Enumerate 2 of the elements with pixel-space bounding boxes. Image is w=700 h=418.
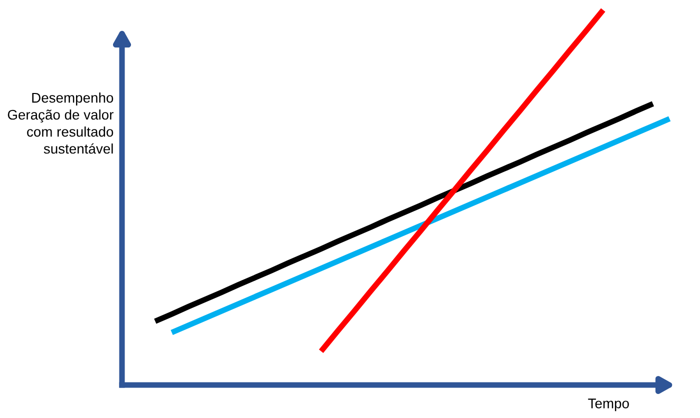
x-axis-title: Tempo bbox=[588, 398, 629, 412]
y-axis-title: Desempenho Geração de valor com resultado sustentável bbox=[8, 92, 114, 154]
